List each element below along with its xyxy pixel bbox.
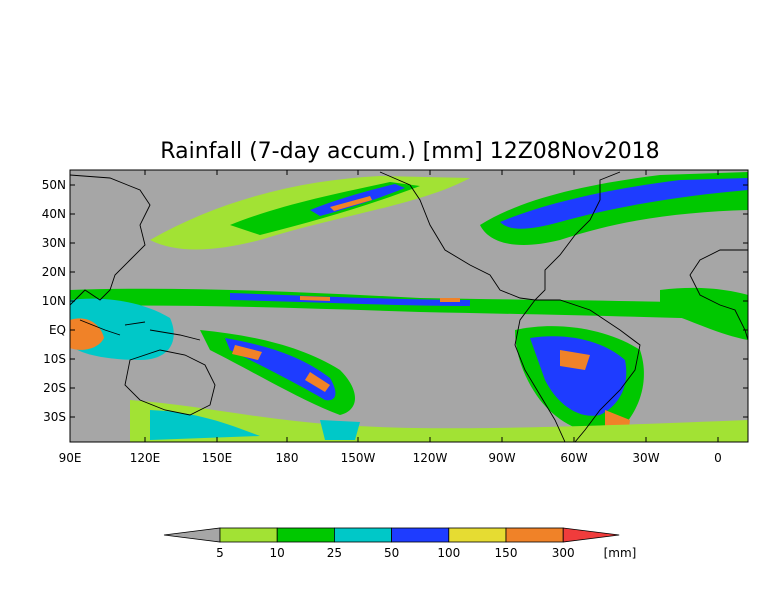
lat-tick-label: 40N: [42, 207, 66, 221]
lon-tick-label: 120E: [130, 451, 161, 465]
coast-south-america: [514, 299, 641, 442]
precip-itcz-north-blue: [230, 293, 470, 306]
colorbar-under-triangle: [163, 527, 221, 543]
colorbar-bin: [391, 527, 450, 543]
colorbar-tick-label: 5: [216, 546, 224, 560]
colorbar-unit-label: [mm]: [604, 546, 637, 560]
latitude-axis: 50N 40N 30N 20N 10N EQ 10S 20S 30S: [42, 178, 748, 424]
colorbar-bin: [276, 527, 335, 543]
lat-tick-label: 10N: [42, 294, 66, 308]
precip-south-america-blue: [530, 336, 627, 416]
precip-atlantic-blue: [500, 178, 748, 229]
lon-tick-label: 0: [714, 451, 722, 465]
lon-tick-label: 150W: [341, 451, 376, 465]
colorbar-tick-label: 100: [437, 546, 460, 560]
precip-south-america-heavy: [560, 350, 630, 436]
rainfall-map: 90E 120E 150E 180 150W 120W 90W 60W 30W 0 50N 40N 3…: [42, 169, 749, 465]
coastlines: [70, 171, 748, 442]
longitude-axis: 90E 120E 150E 180 150W 120W 90W 60W 30W 0: [59, 170, 722, 465]
colorbar-bin: [219, 527, 278, 543]
figure-title: Rainfall (7-day accum.) [mm] 12Z08Nov201…: [160, 139, 659, 164]
colorbar-bin: [448, 527, 507, 543]
lat-tick-label: 20S: [43, 381, 66, 395]
colorbar-over-triangle: [562, 527, 620, 543]
lat-tick-label: EQ: [49, 323, 66, 337]
lon-tick-label: 150E: [202, 451, 233, 465]
precip-southern-band-blue: [150, 410, 360, 440]
colorbar-tick-label: 50: [384, 546, 399, 560]
precip-itcz-north-heavy: [300, 296, 460, 302]
lon-tick-label: 90E: [59, 451, 82, 465]
colorbar-tick-label: 150: [495, 546, 518, 560]
lat-tick-label: 20N: [42, 265, 66, 279]
precip-southern-band: [130, 400, 748, 442]
colorbar-tick-label: 10: [270, 546, 285, 560]
precip-indian-ocean: [660, 287, 748, 340]
colorbar-bin: [333, 527, 392, 543]
coast-north-america: [379, 171, 621, 301]
colorbar-bin: [505, 527, 564, 543]
map-frame: [69, 169, 749, 443]
coast-asia: [70, 174, 151, 306]
coast-australia: [124, 349, 216, 416]
colorbar-tick-label: 300: [552, 546, 575, 560]
lon-tick-label: 120W: [413, 451, 448, 465]
coast-indonesia: [79, 319, 201, 341]
colorbar-tick-label: 25: [327, 546, 342, 560]
lat-tick-label: 10S: [43, 352, 66, 366]
coast-africa: [689, 249, 748, 341]
colorbar: 5 10 25 50 100 150 300 [mm]: [163, 527, 637, 560]
lon-tick-label: 180: [276, 451, 299, 465]
lat-tick-label: 30S: [43, 410, 66, 424]
lon-tick-label: 30W: [632, 451, 659, 465]
lat-tick-label: 50N: [42, 178, 66, 192]
precip-band-north-pacific-heavy: [330, 196, 372, 211]
lat-tick-label: 30N: [42, 236, 66, 250]
precip-spcz-heavy: [232, 345, 330, 392]
precip-layer: [70, 172, 748, 442]
lon-tick-label: 90W: [488, 451, 515, 465]
lon-tick-label: 60W: [560, 451, 587, 465]
